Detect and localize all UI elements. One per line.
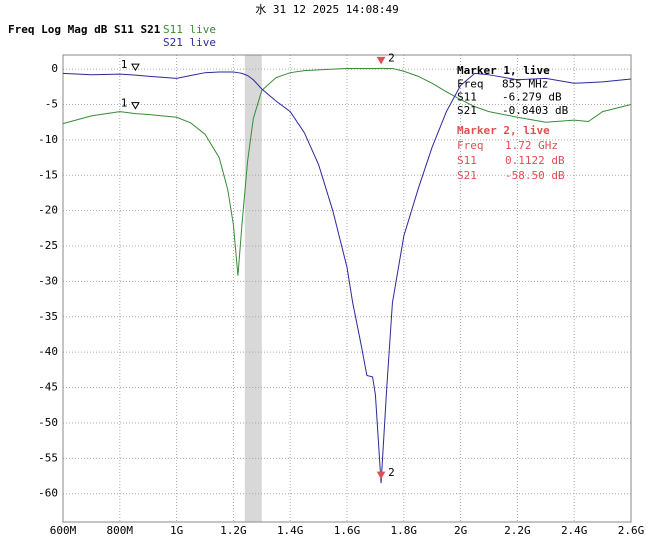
x-tick-label: 1.6G [334, 524, 361, 537]
y-tick-label: -25 [38, 239, 58, 252]
marker-label: 2 [388, 466, 395, 479]
marker-triangle [131, 63, 140, 72]
shaded-band [244, 55, 262, 522]
marker-readout-value: 0.1122 dB [505, 154, 565, 167]
plot-frame [62, 54, 632, 523]
y-tick-label: -50 [38, 416, 58, 429]
x-tick-label: 1.8G [391, 524, 418, 537]
x-tick-label: 2.4G [561, 524, 588, 537]
marker-readout-key: S21 [457, 104, 477, 117]
marker-label: 1 [121, 58, 128, 71]
marker-triangle [131, 102, 140, 110]
x-tick-label: 2.6G [618, 524, 645, 537]
x-tick-label: 1.2G [220, 524, 247, 537]
y-tick-label: -35 [38, 310, 58, 323]
x-tick-label: 600M [50, 524, 77, 537]
legend-entry: S11 live [163, 23, 216, 36]
marker-readout-key: Freq [457, 139, 484, 152]
marker-triangle [376, 471, 386, 480]
x-tick-label: 1.4G [277, 524, 304, 537]
marker-readout-key: S21 [457, 169, 477, 182]
x-tick-label: 1G [170, 524, 183, 537]
marker-readout-value: 1.72 GHz [505, 139, 558, 152]
marker-readout-title: Marker 1, live [457, 64, 550, 77]
y-tick-label: 0 [51, 62, 58, 75]
marker-readout-value: 855 MHz [502, 77, 548, 90]
series-line [62, 67, 632, 276]
x-tick-label: 800M [107, 524, 134, 537]
y-tick-label: -5 [45, 98, 58, 111]
y-tick-label: -15 [38, 168, 58, 181]
y-tick-label: -45 [38, 381, 58, 394]
y-tick-label: -30 [38, 274, 58, 287]
y-tick-label: -20 [38, 204, 58, 217]
y-tick-label: -10 [38, 133, 58, 146]
marker-readout-value: -6.279 dB [502, 91, 562, 104]
marker-readout-value: -58.50 dB [505, 169, 565, 182]
marker-label: 1 [121, 97, 128, 110]
marker-readout-title: Marker 2, live [457, 124, 550, 137]
marker-readout-key: S11 [457, 154, 477, 167]
marker-readout-value: -0.8403 dB [502, 104, 569, 117]
y-tick-label: -60 [38, 487, 58, 500]
x-tick-label: 2.2G [504, 524, 531, 537]
series-line [62, 71, 632, 484]
marker-readout-key: S11 [457, 91, 477, 104]
timestamp: 水 31 12 2025 14:08:49 [255, 3, 398, 16]
chart-title: Freq Log Mag dB S11 S21 [8, 23, 161, 36]
x-tick-label: 2G [454, 524, 467, 537]
y-tick-label: -55 [38, 451, 58, 464]
marker-label: 2 [388, 51, 395, 64]
marker-readout-key: Freq [457, 77, 484, 90]
marker-triangle [376, 56, 386, 65]
y-tick-label: -40 [38, 345, 58, 358]
legend-entry: S21 live [163, 36, 216, 49]
